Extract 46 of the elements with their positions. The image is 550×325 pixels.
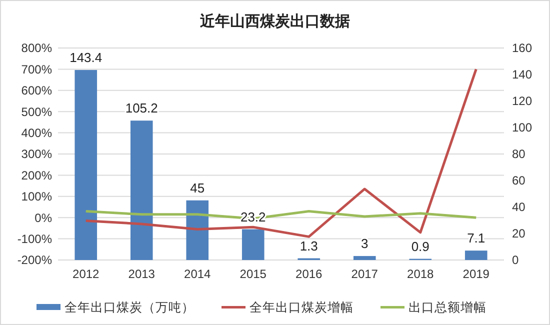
bar [130, 120, 153, 260]
bar [464, 250, 488, 260]
y2-tick-label: 100 [512, 120, 532, 135]
data-label: 105.2 [125, 100, 158, 116]
x-tick-label: 2019 [462, 267, 490, 281]
y2-tick-label: 0 [512, 253, 519, 268]
y-tick-label: 200% [21, 168, 52, 182]
data-label: 1.3 [300, 238, 318, 254]
line-series [84, 210, 478, 220]
y-tick-label: 400% [21, 126, 52, 140]
y-tick-label: 600% [21, 84, 52, 98]
x-tick-label: 2012 [72, 267, 100, 281]
x-tick-label: 2015 [240, 267, 267, 281]
y-tick-label: 100% [21, 190, 52, 204]
data-label: 7.1 [467, 230, 486, 246]
y-tick-label: -200% [17, 253, 52, 268]
y2-tick-label: 160 [512, 41, 532, 56]
x-tick-label: 2014 [184, 267, 212, 281]
y2-tick-label: 140 [512, 68, 532, 82]
y-tick-label: 300% [21, 147, 52, 162]
bar [74, 70, 98, 260]
y-tick-label: 800% [21, 41, 52, 56]
bar [242, 229, 264, 260]
chart-title: 近年山西煤炭出口数据 [199, 13, 350, 30]
data-label: 45 [190, 180, 205, 196]
y-tick-label: 700% [21, 62, 52, 76]
y2-tick-label: 80 [512, 147, 526, 162]
y-tick-label: -100% [17, 232, 52, 246]
y-tick-label: 500% [21, 104, 52, 119]
legend-label: 全年出口煤炭（万吨） [64, 300, 194, 314]
bar [186, 200, 209, 260]
data-label: 3 [361, 236, 368, 252]
x-tick-label: 2017 [351, 267, 378, 281]
y2-tick-label: 120 [512, 94, 532, 108]
x-tick-label: 2013 [128, 267, 156, 281]
y-tick-label: 0% [34, 210, 52, 225]
data-label: 143.4 [70, 50, 102, 65]
y2-tick-label: 60 [512, 174, 526, 188]
legend-label: 出口总额增幅 [408, 300, 486, 314]
x-tick-label: 2018 [407, 267, 434, 281]
legend-label: 全年出口煤炭增幅 [250, 300, 354, 314]
bar [353, 256, 376, 260]
y2-tick-label: 20 [512, 226, 526, 241]
x-tick-label: 2016 [296, 267, 323, 281]
y2-tick-label: 40 [512, 200, 526, 214]
data-label: 0.9 [411, 238, 430, 254]
